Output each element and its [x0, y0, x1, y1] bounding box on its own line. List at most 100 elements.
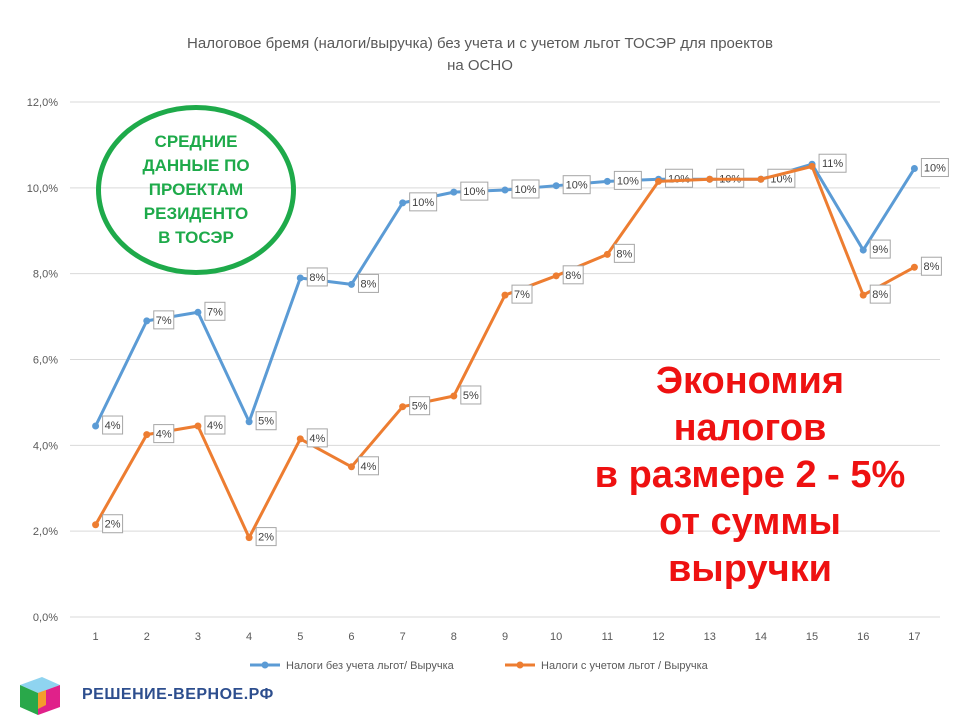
data-point-1 — [194, 308, 202, 316]
data-label-box — [409, 396, 431, 416]
data-label: 7% — [156, 315, 172, 327]
data-label: 4% — [156, 429, 172, 441]
data-label: 10% — [566, 180, 588, 192]
data-point-2 — [757, 175, 765, 183]
data-label-box — [102, 514, 124, 534]
data-label-box — [255, 411, 277, 431]
x-tick-label: 14 — [755, 631, 767, 643]
x-tick-label: 17 — [908, 631, 920, 643]
data-label: 4% — [207, 420, 223, 432]
y-tick-label: 4,0% — [33, 440, 58, 452]
data-label-box — [357, 456, 379, 476]
data-label-box — [409, 192, 438, 212]
data-label: 8% — [872, 289, 888, 301]
data-point-2 — [296, 435, 304, 443]
x-tick-label: 12 — [652, 631, 664, 643]
y-tick-label: 8,0% — [33, 269, 58, 281]
data-label-box — [511, 284, 533, 304]
data-label-box — [613, 170, 642, 190]
data-point-2 — [245, 534, 253, 542]
data-point-1 — [603, 177, 611, 185]
data-label: 7% — [207, 306, 223, 318]
data-point-1 — [501, 186, 509, 194]
data-label-box — [562, 175, 591, 195]
x-tick-label: 2 — [144, 631, 150, 643]
chart-title-line: Налоговое бремя (налоги/выручка) без уче… — [187, 35, 773, 52]
data-point-2 — [399, 403, 407, 411]
data-label: 4% — [309, 433, 325, 445]
data-label: 10% — [412, 197, 434, 209]
data-label-box — [357, 273, 379, 293]
y-tick-label: 0,0% — [33, 612, 58, 624]
x-tick-label: 1 — [93, 631, 99, 643]
data-label: 8% — [923, 261, 939, 273]
data-label-box — [460, 385, 482, 405]
data-point-1 — [859, 246, 867, 254]
legend-marker — [261, 661, 269, 669]
data-point-2 — [859, 291, 867, 299]
x-tick-label: 13 — [704, 631, 716, 643]
data-point-2 — [706, 175, 714, 183]
brand-logo-icon — [16, 675, 62, 715]
data-label-box — [153, 424, 175, 444]
data-label-box — [153, 310, 175, 330]
data-label-box — [204, 415, 226, 435]
tax-savings-callout: Экономия налогов в размере 2 - 5% от сум… — [594, 360, 906, 590]
x-tick-label: 16 — [857, 631, 869, 643]
data-label: 4% — [361, 461, 377, 473]
data-label: 8% — [616, 248, 632, 260]
average-data-badge: СРЕДНИЕ ДАННЫЕ ПО ПРОЕКТАМ РЕЗИДЕНТО В Т… — [96, 105, 296, 275]
data-label: 2% — [105, 519, 121, 531]
x-tick-label: 5 — [297, 631, 303, 643]
data-label: 8% — [565, 270, 581, 282]
data-point-1 — [399, 199, 407, 207]
data-point-1 — [347, 280, 355, 288]
data-label-box — [306, 267, 328, 287]
data-label-box — [920, 158, 949, 178]
data-label-box — [818, 153, 847, 173]
data-label: 8% — [309, 272, 325, 284]
data-point-2 — [552, 272, 560, 280]
x-tick-label: 3 — [195, 631, 201, 643]
data-point-1 — [552, 182, 560, 190]
data-point-1 — [450, 188, 458, 196]
x-tick-label: 10 — [550, 631, 562, 643]
x-tick-label: 7 — [400, 631, 406, 643]
data-label: 7% — [514, 289, 530, 301]
x-tick-label: 4 — [246, 631, 252, 643]
data-point-2 — [808, 162, 816, 170]
data-point-2 — [347, 463, 355, 471]
data-label-box — [460, 181, 489, 201]
data-label: 10% — [617, 175, 639, 187]
data-point-1 — [296, 274, 304, 282]
data-point-1 — [245, 418, 253, 426]
x-tick-label: 11 — [602, 631, 613, 643]
legend-label: Налоги без учета льгот/ Выручка — [286, 660, 455, 672]
data-label-box — [562, 265, 584, 285]
data-point-2 — [603, 250, 611, 258]
data-point-2 — [194, 422, 202, 430]
data-label: 2% — [258, 532, 274, 544]
data-point-2 — [92, 521, 100, 529]
x-tick-label: 15 — [806, 631, 818, 643]
data-label: 10% — [514, 184, 536, 196]
data-label: 8% — [361, 278, 377, 290]
data-label: 10% — [463, 186, 485, 198]
legend-marker — [516, 661, 524, 669]
data-label: 10% — [924, 163, 946, 175]
x-tick-label: 9 — [502, 631, 508, 643]
data-label-box — [665, 168, 694, 188]
data-label: 5% — [258, 416, 274, 428]
data-label-box — [869, 239, 891, 259]
y-tick-label: 6,0% — [33, 355, 58, 367]
data-label: 11% — [822, 158, 843, 170]
data-label-box — [869, 284, 891, 304]
data-label-box — [255, 527, 277, 547]
data-label-box — [920, 256, 942, 276]
data-label: 5% — [412, 401, 428, 413]
data-label-box — [306, 428, 328, 448]
data-label: 9% — [872, 244, 888, 256]
data-point-1 — [910, 165, 918, 173]
data-point-2 — [143, 431, 151, 439]
